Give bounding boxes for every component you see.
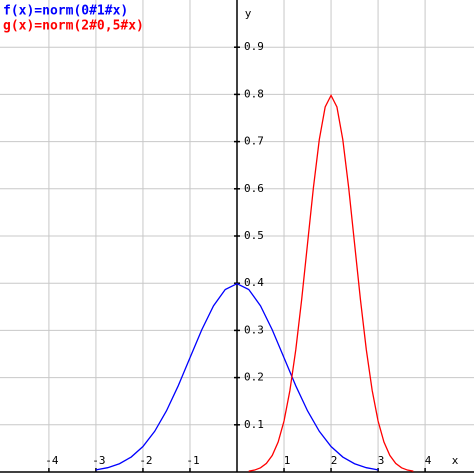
x-tick-label: 1: [284, 454, 291, 467]
y-tick-label: 0.2: [244, 371, 264, 384]
y-tick-label: 0.7: [244, 135, 264, 148]
y-tick-label: 0.8: [244, 87, 264, 100]
curve: [248, 93, 414, 472]
y-tick-label: 0.3: [244, 323, 264, 336]
x-tick-label: 3: [378, 454, 385, 467]
y-axis-label: y: [245, 7, 252, 20]
curves: [95, 93, 414, 472]
curve: [95, 282, 379, 471]
y-tick-label: 0.6: [244, 182, 264, 195]
x-tick-label: -4: [45, 454, 59, 467]
x-tick-label: 4: [425, 454, 432, 467]
y-tick-label: 0.1: [244, 418, 264, 431]
x-axis-label: x: [452, 454, 459, 467]
legend-entry: g(x)=norm(2#0,5#x): [3, 19, 144, 34]
labels: -4 -3 -2 -1 1 2 3 4 0.1 0.2 0.3 0.4 0.5 0.6 0.7 0.8 0.9 x…: [3, 4, 459, 468]
legend-entry: f(x)=norm(0#1#x): [3, 4, 128, 19]
x-tick-label: 2: [331, 454, 338, 467]
y-tick-label: 0.5: [244, 229, 264, 242]
x-tick-label: -3: [92, 454, 105, 467]
x-tick-label: -2: [139, 454, 152, 467]
y-tick-label: 0.4: [244, 276, 264, 289]
y-tick-label: 0.9: [244, 40, 264, 53]
x-tick-label: -1: [186, 454, 199, 467]
